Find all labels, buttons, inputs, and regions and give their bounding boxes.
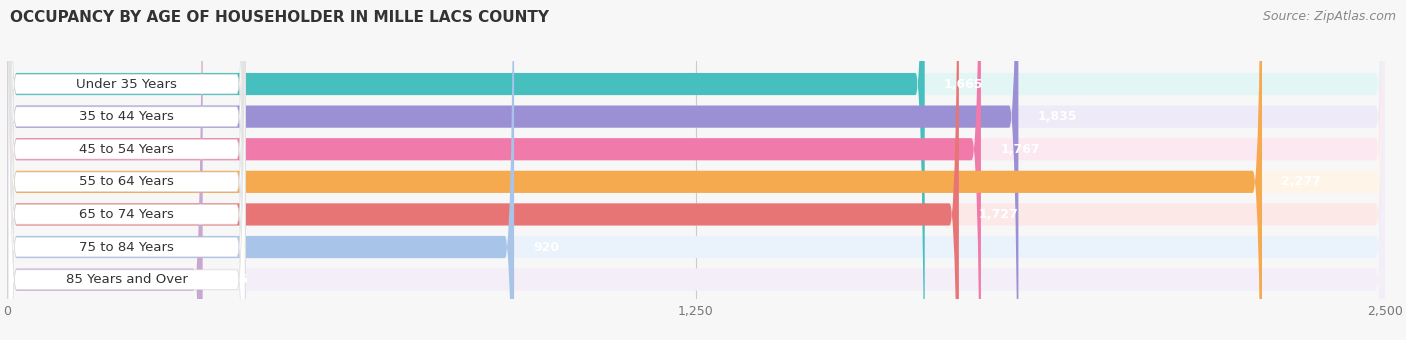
FancyBboxPatch shape [7,0,1018,340]
FancyBboxPatch shape [7,0,202,340]
FancyBboxPatch shape [7,0,925,340]
Text: 1,767: 1,767 [1000,143,1040,156]
FancyBboxPatch shape [8,0,245,340]
Text: OCCUPANCY BY AGE OF HOUSEHOLDER IN MILLE LACS COUNTY: OCCUPANCY BY AGE OF HOUSEHOLDER IN MILLE… [10,10,548,25]
Text: 2,277: 2,277 [1281,175,1322,188]
Text: 55 to 64 Years: 55 to 64 Years [79,175,174,188]
Text: Source: ZipAtlas.com: Source: ZipAtlas.com [1263,10,1396,23]
FancyBboxPatch shape [7,0,1385,340]
Text: 920: 920 [533,240,560,254]
FancyBboxPatch shape [7,0,981,340]
FancyBboxPatch shape [7,0,959,340]
FancyBboxPatch shape [8,0,245,340]
FancyBboxPatch shape [7,0,1385,340]
FancyBboxPatch shape [8,0,245,340]
FancyBboxPatch shape [8,0,245,340]
Text: 45 to 54 Years: 45 to 54 Years [79,143,174,156]
FancyBboxPatch shape [7,0,1385,340]
FancyBboxPatch shape [7,0,1385,340]
FancyBboxPatch shape [7,0,515,340]
Text: 75 to 84 Years: 75 to 84 Years [79,240,174,254]
Text: 35 to 44 Years: 35 to 44 Years [79,110,174,123]
Text: Under 35 Years: Under 35 Years [76,78,177,90]
Text: 355: 355 [222,273,247,286]
FancyBboxPatch shape [8,0,245,340]
FancyBboxPatch shape [7,0,1385,340]
Text: 1,665: 1,665 [943,78,983,90]
Text: 1,835: 1,835 [1038,110,1077,123]
Text: 1,727: 1,727 [979,208,1018,221]
FancyBboxPatch shape [8,0,245,340]
Text: 65 to 74 Years: 65 to 74 Years [79,208,174,221]
FancyBboxPatch shape [8,0,245,340]
FancyBboxPatch shape [7,0,1385,340]
FancyBboxPatch shape [7,0,1385,340]
Text: 85 Years and Over: 85 Years and Over [66,273,187,286]
FancyBboxPatch shape [7,0,1263,340]
